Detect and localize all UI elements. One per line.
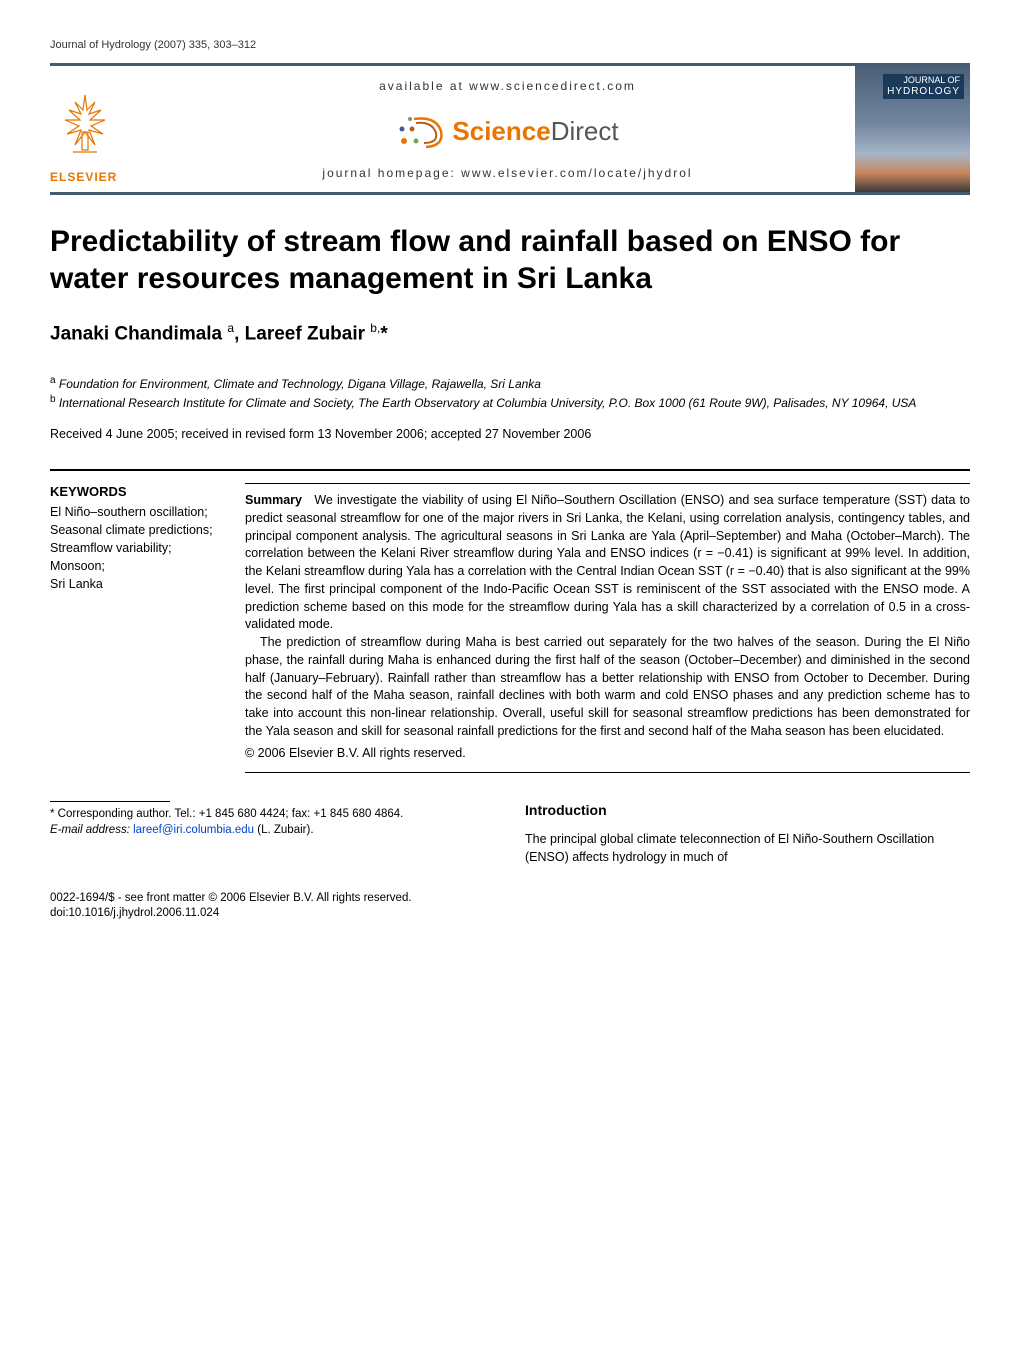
keywords-column: KEYWORDS El Niño–southern oscillation; S… [50, 483, 245, 773]
footnote-rule [50, 801, 170, 802]
affiliations: a Foundation for Environment, Climate an… [50, 374, 970, 412]
keyword-item: El Niño–southern oscillation; [50, 503, 227, 521]
journal-homepage-text: journal homepage: www.elsevier.com/locat… [322, 165, 692, 182]
sciencedirect-logo: ScienceDirect [396, 111, 618, 151]
summary-paragraph-2: The prediction of streamflow during Maha… [245, 634, 970, 741]
summary-top-rule [245, 483, 970, 484]
email-line: E-mail address: lareef@iri.columbia.edu … [50, 823, 495, 839]
sciencedirect-swirl-icon [396, 111, 448, 151]
keyword-item: Sri Lanka [50, 575, 227, 593]
corresponding-footnote: * Corresponding author. Tel.: +1 845 680… [50, 801, 495, 866]
summary-bottom-rule [245, 772, 970, 773]
front-matter-line: 0022-1694/$ - see front matter © 2006 El… [50, 891, 970, 907]
sciencedirect-text: ScienceDirect [452, 113, 618, 149]
journal-cover-thumb: JOURNAL OF HYDROLOGY [855, 66, 970, 192]
elsevier-tree-icon [50, 85, 120, 165]
corresponding-author-line: * Corresponding author. Tel.: +1 845 680… [50, 807, 495, 823]
keyword-item: Seasonal climate predictions; [50, 521, 227, 539]
affiliation-b: b International Research Institute for C… [50, 393, 970, 412]
email-address-link[interactable]: lareef@iri.columbia.edu [133, 824, 254, 836]
summary-heading: Summary [245, 493, 302, 507]
introduction-heading: Introduction [525, 801, 970, 821]
running-header: Journal of Hydrology (2007) 335, 303–312 [50, 38, 970, 53]
keywords-summary-row: KEYWORDS El Niño–southern oscillation; S… [50, 469, 970, 773]
summary-paragraph-1: Summary We investigate the viability of … [245, 492, 970, 634]
authors-line: Janaki Chandimala a, Lareef Zubair b,* [50, 320, 970, 348]
banner-center: available at www.sciencedirect.com Scien… [160, 66, 855, 192]
keyword-item: Monsoon; [50, 557, 227, 575]
introduction-column: Introduction The principal global climat… [525, 801, 970, 866]
keywords-heading: KEYWORDS [50, 483, 227, 502]
keyword-item: Streamflow variability; [50, 539, 227, 557]
journal-badge-main: HYDROLOGY [887, 86, 960, 97]
doi-block: 0022-1694/$ - see front matter © 2006 El… [50, 891, 970, 922]
summary-copyright: © 2006 Elsevier B.V. All rights reserved… [245, 745, 970, 763]
elsevier-wordmark: ELSEVIER [50, 169, 152, 186]
email-suffix: (L. Zubair). [254, 824, 313, 836]
summary-column: Summary We investigate the viability of … [245, 483, 970, 773]
article-title: Predictability of stream flow and rainfa… [50, 223, 970, 298]
summary-p1-text: We investigate the viability of using El… [245, 493, 970, 631]
journal-badge-top: JOURNAL OF [903, 75, 960, 85]
introduction-paragraph: The principal global climate teleconnect… [525, 831, 970, 867]
elsevier-logo-block: ELSEVIER [50, 66, 160, 192]
publisher-banner: ELSEVIER available at www.sciencedirect.… [50, 63, 970, 195]
email-label: E-mail address: [50, 824, 133, 836]
affiliation-a: a Foundation for Environment, Climate an… [50, 374, 970, 393]
received-dates: Received 4 June 2005; received in revise… [50, 426, 970, 444]
available-at-text: available at www.sciencedirect.com [379, 78, 636, 95]
journal-title-badge: JOURNAL OF HYDROLOGY [883, 74, 964, 99]
bottom-columns: * Corresponding author. Tel.: +1 845 680… [50, 801, 970, 866]
doi-line: doi:10.1016/j.jhydrol.2006.11.024 [50, 906, 970, 922]
